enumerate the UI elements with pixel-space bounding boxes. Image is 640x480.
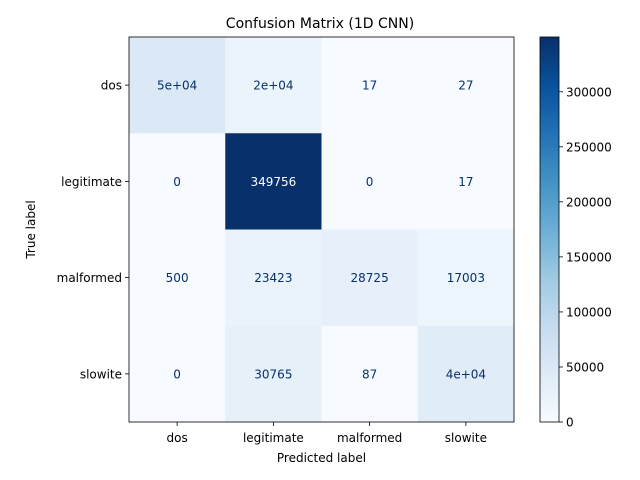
colorbar-tick-label: 100000 xyxy=(566,305,612,319)
matrix-cell-labels: 5e+04 2e+04 17 27 0 349756 0 17 500 23423 28725 170… xyxy=(157,79,486,382)
matrix-cell xyxy=(417,325,515,423)
matrix-cell-label: 2e+04 xyxy=(253,79,293,93)
matrix-cell xyxy=(417,229,515,327)
matrix-cell-label: 349756 xyxy=(250,175,296,189)
colorbar-tick-label: 0 xyxy=(566,416,574,430)
matrix-cell xyxy=(225,37,322,134)
matrix-cell xyxy=(321,37,419,134)
x-tick-label: slowite xyxy=(445,431,487,445)
colorbar-tick-label: 150000 xyxy=(566,250,612,264)
matrix-cell xyxy=(417,37,515,134)
matrix-cell-label: 30765 xyxy=(254,367,292,381)
colorbar-ticks: 0 50000 100000 150000 200000 250000 300000 xyxy=(559,85,612,430)
matrix-frame xyxy=(128,36,515,423)
matrix-cell xyxy=(321,325,419,423)
matrix-cell-label: 0 xyxy=(173,175,181,189)
y-tick-label: slowite xyxy=(80,367,122,381)
y-axis-label: True label xyxy=(24,200,38,259)
y-tick-label: malformed xyxy=(57,271,122,285)
y-tick-label: legitimate xyxy=(61,175,122,189)
matrix-cell-label: 87 xyxy=(362,367,377,381)
matrix-cell-label: 17 xyxy=(362,79,377,93)
matrix-cell-label: 17003 xyxy=(447,271,485,285)
matrix-cell-label: 28725 xyxy=(351,271,389,285)
matrix-cell xyxy=(321,133,419,230)
colorbar-tick-label: 300000 xyxy=(566,85,612,99)
x-tick-label: legitimate xyxy=(243,431,304,445)
matrix-cell-label: 5e+04 xyxy=(157,79,197,93)
matrix-cell xyxy=(417,133,515,230)
matrix-cell-label: 0 xyxy=(173,367,181,381)
x-tick-label: malformed xyxy=(337,431,402,445)
y-tick-label: dos xyxy=(101,79,122,93)
colorbar xyxy=(539,36,560,423)
y-axis-ticks: dos legitimate malformed slowite xyxy=(57,79,129,381)
colorbar-tick-label: 200000 xyxy=(566,195,612,209)
matrix-cell-label: 23423 xyxy=(254,271,292,285)
x-tick-label: dos xyxy=(167,431,188,445)
colorbar-tick-label: 250000 xyxy=(566,140,612,154)
matrix-cell xyxy=(225,133,322,230)
matrix-cell-label: 500 xyxy=(166,271,189,285)
matrix-cell-label: 27 xyxy=(458,79,473,93)
chart-title: Confusion Matrix (1D CNN) xyxy=(226,16,414,32)
matrix-cells xyxy=(129,37,515,423)
matrix-cell xyxy=(129,229,226,327)
x-axis-ticks: dos legitimate malformed slowite xyxy=(167,422,487,445)
matrix-cell-label: 4e+04 xyxy=(446,367,486,381)
matrix-cell xyxy=(225,229,322,327)
matrix-cell-label: 0 xyxy=(366,175,374,189)
matrix-cell xyxy=(129,37,226,134)
matrix-cell xyxy=(129,325,226,423)
matrix-cell xyxy=(129,133,226,230)
x-axis-label: Predicted label xyxy=(277,451,366,465)
matrix-cell xyxy=(225,325,322,423)
matrix-cell-label: 17 xyxy=(458,175,473,189)
colorbar-tick-label: 50000 xyxy=(566,360,604,374)
matrix-cell xyxy=(321,229,419,327)
